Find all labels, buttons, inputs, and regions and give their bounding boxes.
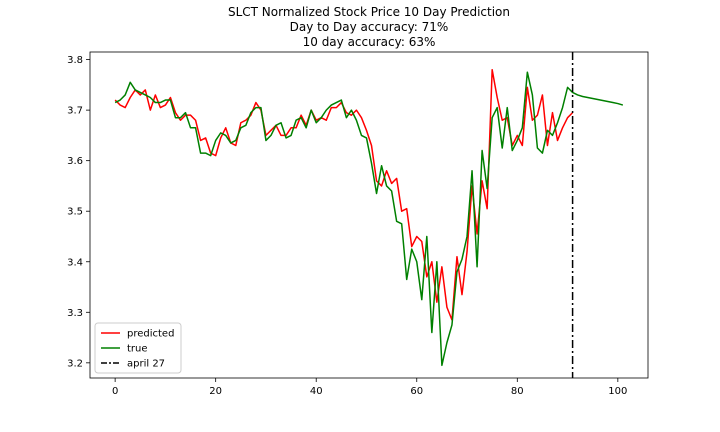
y-tick-label: 3.2 bbox=[67, 358, 83, 369]
plot-area bbox=[114, 52, 624, 378]
axis-ticks: 0 20 40 60 80 100 3.2 3.3 3.4 3.5 3.6 3.7 3.8 bbox=[67, 55, 627, 397]
y-tick-label: 3.4 bbox=[67, 257, 83, 268]
legend-box bbox=[94, 322, 182, 374]
chart-title: SLCT Normalized Stock Price 10 Day Predi… bbox=[228, 5, 510, 49]
x-tick-label: 40 bbox=[310, 386, 323, 397]
legend-label: april 27 bbox=[127, 359, 165, 370]
y-tick-label: 3.6 bbox=[67, 156, 83, 167]
x-tick-label: 100 bbox=[608, 386, 627, 397]
y-tick-label: 3.7 bbox=[67, 106, 83, 117]
title-line-1: SLCT Normalized Stock Price 10 Day Predi… bbox=[228, 5, 510, 19]
x-tick-label: 80 bbox=[511, 386, 524, 397]
x-tick-label: 60 bbox=[410, 386, 423, 397]
legend: predicted true april 27 bbox=[94, 322, 182, 374]
y-tick-label: 3.5 bbox=[67, 207, 83, 218]
x-tick-label: 0 bbox=[112, 386, 118, 397]
y-tick-label: 3.8 bbox=[67, 55, 83, 66]
x-tick-label: 20 bbox=[209, 386, 222, 397]
plot-frame bbox=[89, 51, 649, 379]
title-line-2: Day to Day accuracy: 71% bbox=[290, 20, 449, 34]
title-line-3: 10 day accuracy: 63% bbox=[303, 35, 436, 49]
legend-label: true bbox=[127, 344, 148, 355]
series-line-true bbox=[114, 71, 624, 367]
legend-label: predicted bbox=[127, 329, 174, 340]
y-tick-label: 3.3 bbox=[67, 308, 83, 319]
